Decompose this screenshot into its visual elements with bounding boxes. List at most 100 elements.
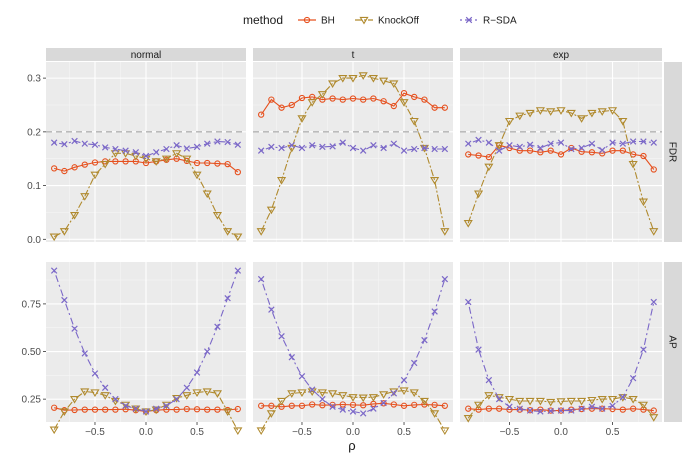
data-point <box>91 159 99 166</box>
data-point <box>308 386 316 393</box>
data-point <box>546 398 556 407</box>
data-point <box>349 408 357 415</box>
data-point <box>132 149 140 156</box>
series-KnockOff <box>463 107 659 236</box>
data-point <box>307 99 317 107</box>
facet-strip-FDR <box>664 62 682 242</box>
panel-AP-exp: −0.5 0.0 0.5 <box>460 262 662 438</box>
data-point <box>266 410 276 418</box>
data-point <box>81 406 88 413</box>
data-point <box>465 151 472 158</box>
data-point <box>587 396 597 405</box>
data-point <box>71 406 78 414</box>
data-point <box>173 142 180 149</box>
data-point <box>419 397 430 406</box>
data-point <box>568 144 575 152</box>
data-point <box>525 397 535 406</box>
data-point <box>183 157 190 165</box>
data-point <box>360 402 367 409</box>
data-point <box>151 158 161 166</box>
data-point <box>172 150 182 158</box>
data-point <box>132 405 140 412</box>
x-tick-label: 0.5 <box>190 427 204 438</box>
data-point <box>110 150 120 158</box>
data-point <box>319 402 326 409</box>
x-tick-label: 0.5 <box>606 427 620 438</box>
data-point <box>81 161 88 168</box>
data-point <box>506 403 513 410</box>
data-point <box>59 228 69 236</box>
data-point <box>431 104 438 111</box>
data-point <box>441 104 448 111</box>
data-point <box>71 325 78 332</box>
data-point <box>526 141 534 148</box>
data-point <box>234 141 242 148</box>
data-point <box>628 160 638 169</box>
x-tick-label: 0.0 <box>346 427 360 438</box>
series-KnockOff <box>49 150 243 242</box>
data-point <box>358 72 368 80</box>
y-tick-label: 0.2 <box>27 127 41 138</box>
data-point <box>556 107 566 115</box>
data-point <box>535 397 545 406</box>
data-point <box>81 350 88 357</box>
data-point <box>609 147 616 154</box>
data-point <box>568 407 575 414</box>
data-point <box>475 406 482 413</box>
data-point <box>173 406 180 413</box>
data-point <box>69 211 80 220</box>
data-point <box>204 406 211 413</box>
data-point <box>142 408 150 415</box>
data-point <box>400 402 408 409</box>
data-point <box>50 139 58 146</box>
data-point <box>71 164 78 171</box>
data-point <box>399 99 409 107</box>
data-point <box>256 427 266 436</box>
x-tick-label: −0.5 <box>85 427 105 438</box>
legend-marker <box>465 16 473 24</box>
data-point <box>278 144 285 152</box>
data-point <box>360 96 367 103</box>
data-point <box>224 294 231 302</box>
data-point <box>257 275 265 283</box>
data-point <box>317 91 327 99</box>
data-point <box>368 74 378 83</box>
data-point <box>650 298 657 306</box>
data-point <box>152 149 160 156</box>
data-point <box>411 401 418 409</box>
data-point <box>618 117 628 126</box>
data-point <box>161 155 171 164</box>
data-point <box>112 395 119 403</box>
data-point <box>640 152 647 160</box>
data-point <box>440 427 450 436</box>
data-point <box>214 323 221 330</box>
data-point <box>431 308 438 315</box>
data-point <box>370 142 377 149</box>
data-point <box>358 394 368 403</box>
data-point <box>193 369 201 376</box>
legend-label: KnockOff <box>378 16 419 27</box>
data-point <box>91 370 99 377</box>
data-point <box>619 147 626 154</box>
data-point <box>380 144 387 152</box>
data-point <box>516 147 523 154</box>
data-point <box>465 405 472 412</box>
facet-label-AP: AP <box>667 335 678 349</box>
data-point <box>288 142 296 149</box>
series-R−SDA <box>465 136 657 154</box>
data-point <box>183 145 191 152</box>
data-point <box>650 407 657 414</box>
data-point <box>640 406 647 413</box>
data-point <box>537 408 544 415</box>
data-point <box>268 402 275 409</box>
legend-item-R−SDA: R−SDA <box>460 16 517 27</box>
data-point <box>409 117 419 126</box>
data-point <box>266 206 276 215</box>
data-point <box>370 95 377 102</box>
series-line <box>53 152 239 238</box>
data-point <box>557 407 565 414</box>
data-point <box>234 168 241 176</box>
data-point <box>329 95 336 102</box>
data-point <box>556 398 566 406</box>
data-point <box>441 402 448 409</box>
